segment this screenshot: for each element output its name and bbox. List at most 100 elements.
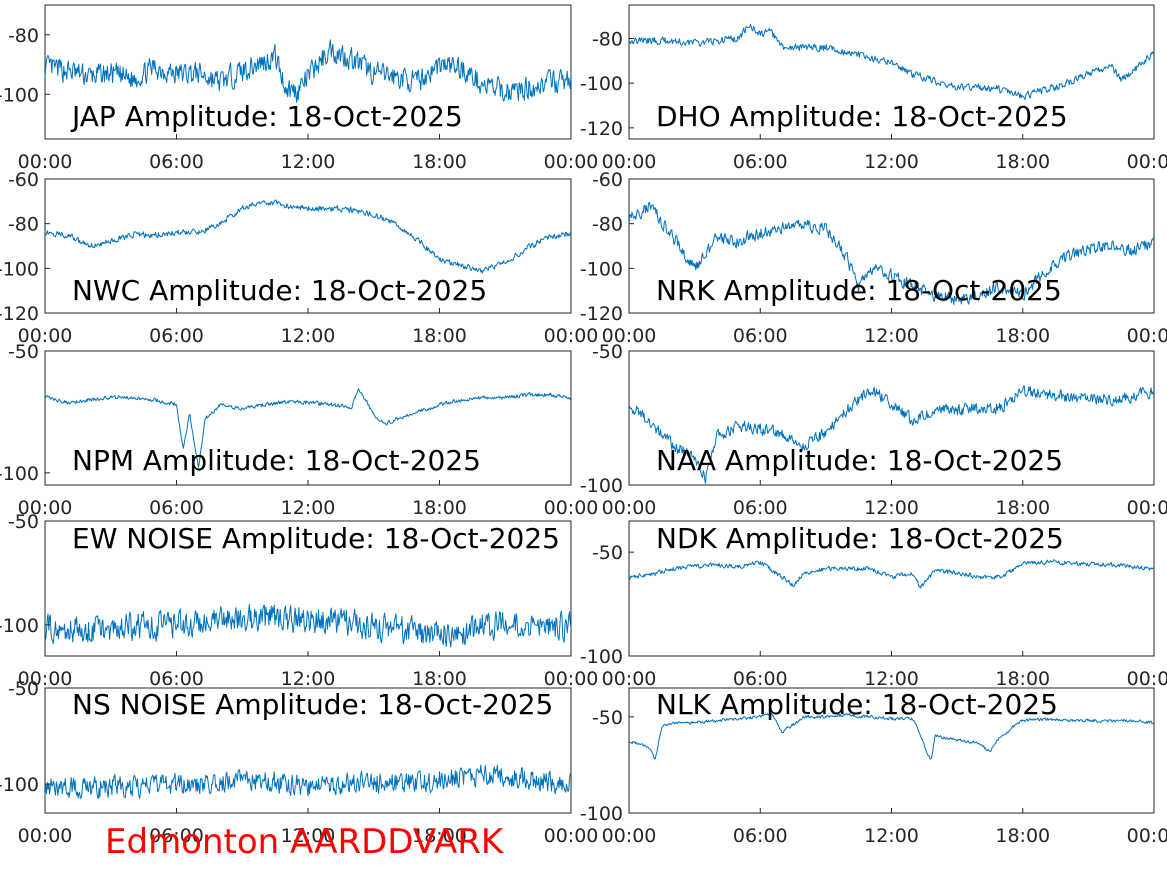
x-tick-label: 06:00: [149, 668, 204, 690]
y-tick-label: -80: [8, 214, 39, 236]
chart-title: NRK Amplitude: 18-Oct-2025: [656, 274, 1062, 307]
x-tick-label: 06:00: [149, 151, 204, 173]
x-tick-label: 06:00: [733, 151, 788, 173]
x-tick-label: 06:00: [149, 325, 204, 347]
x-tick-label: 06:00: [149, 825, 204, 847]
x-tick-label: 12:00: [281, 325, 336, 347]
x-tick-label: 00:00: [602, 668, 657, 690]
series-line: [628, 385, 1155, 484]
x-tick-label: 00:00: [1127, 151, 1167, 173]
chart-title: NS NOISE Amplitude: 18-Oct-2025: [72, 688, 553, 721]
x-tick-label: 06:00: [733, 325, 788, 347]
plot-area: [628, 350, 1155, 486]
y-tick-label: -100: [580, 258, 623, 280]
y-tick-label: -100: [580, 803, 623, 825]
x-tick-label: 18:00: [412, 825, 467, 847]
y-tick-label: -50: [592, 341, 623, 363]
x-tick-label: 06:00: [149, 497, 204, 519]
x-tick-label: 00:00: [544, 325, 599, 347]
x-tick-label: 18:00: [995, 325, 1050, 347]
series-line: [44, 199, 572, 274]
y-tick-label: -100: [0, 84, 39, 106]
plot-area: [628, 178, 1155, 314]
x-tick-label: 00:00: [18, 325, 73, 347]
x-tick-label: 18:00: [995, 825, 1050, 847]
chart-panel: 00:00 06:00 12:00 18:00 00:00 -50 -100 NS NOISE…: [0, 678, 598, 847]
chart-panel: 00:00 06:00 12:00 18:00 00:00 -50 -100 EW NOISE…: [0, 511, 598, 690]
y-tick-label: -120: [0, 303, 39, 325]
series-line: [44, 388, 572, 468]
series-line: [44, 764, 572, 799]
chart-title: NDK Amplitude: 18-Oct-2025: [656, 522, 1064, 555]
x-tick-label: 00:00: [18, 497, 73, 519]
series-line: [628, 712, 1155, 760]
y-tick-label: -60: [8, 169, 39, 191]
plot-area: [628, 687, 1155, 814]
x-tick-label: 00:00: [1127, 825, 1167, 847]
x-tick-label: 00:00: [602, 325, 657, 347]
station-label: Edmonton AARDDVARK: [105, 822, 504, 862]
y-tick-label: -50: [8, 341, 39, 363]
x-tick-label: 18:00: [995, 668, 1050, 690]
chart-title: DHO Amplitude: 18-Oct-2025: [656, 100, 1068, 133]
y-tick-label: -100: [0, 463, 39, 485]
chart-panel: 00:00 06:00 12:00 18:00 00:00 -50 -100 NLK Ampl…: [580, 687, 1167, 847]
x-tick-label: 00:00: [18, 151, 73, 173]
plot-area: [44, 4, 572, 140]
x-tick-label: 06:00: [733, 668, 788, 690]
x-tick-label: 06:00: [733, 497, 788, 519]
y-tick-label: -50: [8, 678, 39, 700]
chart-panel: 00:00 06:00 12:00 18:00 00:00 -50 -100 NAA Ampl…: [580, 341, 1167, 519]
chart-panel: 00:00 06:00 12:00 18:00 00:00 -80 -100 -120 DHO …: [580, 4, 1167, 173]
x-tick-label: 18:00: [412, 497, 467, 519]
x-tick-label: 12:00: [864, 668, 919, 690]
chart-title: NPM Amplitude: 18-Oct-2025: [72, 444, 481, 477]
x-tick-label: 00:00: [1127, 325, 1167, 347]
plot-area: [44, 350, 572, 486]
chart-title: NLK Amplitude: 18-Oct-2025: [656, 688, 1058, 721]
x-tick-label: 18:00: [995, 151, 1050, 173]
chart-panel: 00:00 06:00 12:00 18:00 00:00 -60 -80 -100 -120 N…: [0, 169, 598, 347]
plot-area: [628, 520, 1155, 657]
y-tick-label: -50: [592, 707, 623, 729]
chart-title: NWC Amplitude: 18-Oct-2025: [72, 274, 487, 307]
x-tick-label: 06:00: [733, 825, 788, 847]
y-tick-label: -50: [592, 542, 623, 564]
series-line: [628, 23, 1155, 100]
x-tick-label: 00:00: [602, 151, 657, 173]
y-tick-label: -100: [0, 774, 39, 796]
x-tick-label: 00:00: [602, 497, 657, 519]
series-line: [628, 559, 1155, 589]
x-tick-label: 12:00: [864, 325, 919, 347]
x-tick-label: 12:00: [864, 497, 919, 519]
x-tick-label: 00:00: [544, 825, 599, 847]
x-tick-label: 00:00: [544, 151, 599, 173]
x-tick-label: 00:00: [18, 825, 73, 847]
x-tick-label: 18:00: [412, 668, 467, 690]
x-tick-label: 18:00: [412, 151, 467, 173]
x-tick-label: 00:00: [18, 668, 73, 690]
y-tick-label: -80: [592, 29, 623, 51]
x-tick-label: 00:00: [1127, 497, 1167, 519]
y-tick-label: -100: [0, 615, 39, 637]
x-tick-label: 12:00: [281, 497, 336, 519]
y-tick-label: -100: [580, 475, 623, 497]
x-tick-label: 12:00: [864, 825, 919, 847]
series-line: [628, 201, 1155, 305]
x-tick-label: 12:00: [281, 151, 336, 173]
chart-panel: 00:00 06:00 12:00 18:00 00:00 -60 -80 -100 -120 N…: [580, 169, 1167, 347]
chart-panel: 00:00 06:00 12:00 18:00 00:00 -80 -100 JAP Ampl…: [0, 4, 599, 173]
chart-panel: 00:00 06:00 12:00 18:00 00:00 -50 -100 NPM Ampl…: [0, 341, 598, 519]
plot-area: [44, 178, 572, 314]
y-tick-label: -100: [580, 646, 623, 668]
x-tick-label: 00:00: [544, 497, 599, 519]
chart-title: JAP Amplitude: 18-Oct-2025: [70, 100, 463, 133]
chart-title: EW NOISE Amplitude: 18-Oct-2025: [72, 522, 560, 555]
y-tick-label: -100: [0, 258, 39, 280]
y-tick-label: -80: [8, 25, 39, 47]
chart-title: NAA Amplitude: 18-Oct-2025: [656, 444, 1063, 477]
y-tick-label: -120: [580, 118, 623, 140]
x-tick-label: 18:00: [412, 325, 467, 347]
y-tick-label: -60: [592, 169, 623, 191]
